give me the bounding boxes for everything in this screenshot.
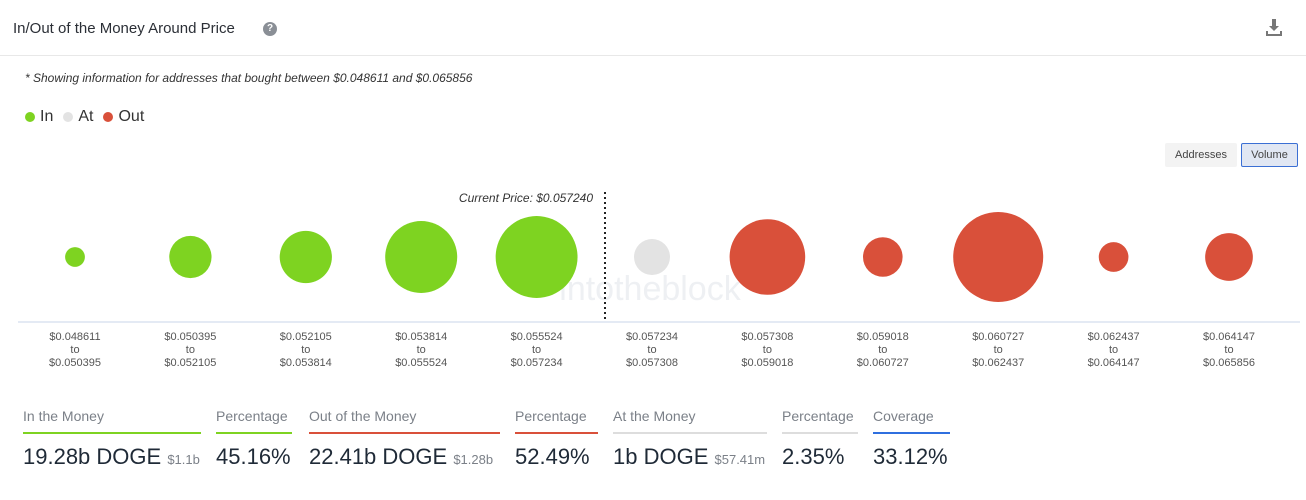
stat-at-the-money: At the Money 1b DOGE $57.41m xyxy=(613,408,767,470)
x-tick-to: $0.052105 xyxy=(164,357,217,369)
x-tick-label: $0.050395 to $0.052105 xyxy=(135,331,245,370)
x-tick-label: $0.062437 to $0.064147 xyxy=(1059,331,1169,370)
x-tick-to: $0.062437 xyxy=(972,357,1025,369)
legend-dot xyxy=(25,112,35,122)
stat-coverage: Coverage 33.12% xyxy=(873,408,950,470)
download-icon[interactable] xyxy=(1266,19,1282,37)
x-tick-separator: to xyxy=(647,344,657,356)
stat-label: At the Money xyxy=(613,408,767,434)
stat-usd: $57.41m xyxy=(714,452,766,467)
stat-value: 1b DOGE xyxy=(613,444,709,469)
legend: In At Out xyxy=(25,108,144,126)
bubble-in[interactable] xyxy=(279,230,332,284)
x-tick-label: $0.052105 to $0.053814 xyxy=(251,331,361,370)
stat-value: 33.12% xyxy=(873,444,948,469)
x-tick-separator: to xyxy=(185,344,195,356)
bubble-out[interactable] xyxy=(729,219,806,295)
bubble-in[interactable] xyxy=(169,235,212,279)
x-tick-separator: to xyxy=(70,344,80,356)
x-tick-separator: to xyxy=(416,344,426,356)
stat-label: In the Money xyxy=(23,408,201,434)
legend-label: In xyxy=(40,108,54,125)
x-tick-to: $0.065856 xyxy=(1203,357,1255,369)
stat-label: Percentage xyxy=(216,408,292,434)
bubble-in[interactable] xyxy=(65,247,85,267)
x-tick-label: $0.048611 to $0.050395 xyxy=(20,331,130,370)
page-title: In/Out of the Money Around Price xyxy=(13,20,235,37)
legend-out[interactable]: Out xyxy=(103,108,144,126)
legend-dot xyxy=(63,112,74,122)
x-tick-separator: to xyxy=(301,344,311,356)
bubble-in[interactable] xyxy=(385,221,458,293)
x-tick-label: $0.057308 to $0.059018 xyxy=(712,331,822,370)
x-tick-from: $0.053814 xyxy=(395,331,448,343)
stat-value: 22.41b DOGE xyxy=(309,444,448,469)
x-tick-label: $0.060727 to $0.062437 xyxy=(943,331,1053,370)
bubble-out[interactable] xyxy=(863,237,903,277)
x-tick-from: $0.052105 xyxy=(279,331,332,343)
stat-value: 2.35% xyxy=(782,444,845,469)
legend-label: Out xyxy=(118,108,145,125)
stat-in-the-money: In the Money 19.28b DOGE $1.1b xyxy=(23,408,201,470)
x-tick-from: $0.048611 xyxy=(49,331,101,343)
x-tick-label: $0.059018 to $0.060727 xyxy=(828,331,938,370)
x-tick-from: $0.059018 xyxy=(856,331,909,343)
x-tick-to: $0.050395 xyxy=(49,357,101,369)
x-tick-from: $0.050395 xyxy=(164,331,217,343)
bubble-in[interactable] xyxy=(495,216,578,298)
legend-label: At xyxy=(78,108,94,125)
addresses-toggle[interactable]: Addresses xyxy=(1165,143,1237,167)
panel-header: In/Out of the Money Around Price ? xyxy=(0,0,1306,56)
stat-value: 19.28b DOGE xyxy=(23,444,162,469)
current-price-label: Current Price: $0.057240 xyxy=(459,191,593,205)
x-tick-label: $0.057234 to $0.057308 xyxy=(597,331,707,370)
stat-value: 52.49% xyxy=(515,444,590,469)
stat-label: Percentage xyxy=(515,408,598,434)
bubble-out[interactable] xyxy=(1205,233,1253,281)
bubble-at[interactable] xyxy=(634,239,670,275)
stat-usd: $1.28b xyxy=(453,452,494,467)
stat-in-percentage: Percentage 45.16% xyxy=(216,408,292,470)
x-tick-to: $0.057308 xyxy=(626,357,678,369)
x-tick-from: $0.060727 xyxy=(972,331,1025,343)
legend-at[interactable]: At xyxy=(63,108,93,126)
x-tick-from: $0.064147 xyxy=(1203,331,1255,343)
stat-value: 45.16% xyxy=(216,444,291,469)
range-note: * Showing information for addresses that… xyxy=(25,71,473,85)
stat-usd: $1.1b xyxy=(167,452,200,467)
x-tick-from: $0.057308 xyxy=(741,331,794,343)
x-tick-label: $0.053814 to $0.055524 xyxy=(366,331,476,370)
x-tick-label: $0.064147 to $0.065856 xyxy=(1174,331,1284,370)
volume-toggle[interactable]: Volume xyxy=(1241,143,1298,167)
bubble-out[interactable] xyxy=(1098,242,1129,272)
x-tick-to: $0.057234 xyxy=(510,357,563,369)
bubble-out[interactable] xyxy=(953,212,1044,302)
x-tick-to: $0.060727 xyxy=(856,357,909,369)
x-tick-to: $0.055524 xyxy=(395,357,448,369)
stat-label: Percentage xyxy=(782,408,858,434)
x-tick-separator: to xyxy=(1109,344,1119,356)
stat-out-of-the-money: Out of the Money 22.41b DOGE $1.28b xyxy=(309,408,500,470)
stat-label: Out of the Money xyxy=(309,408,500,434)
x-tick-label: $0.055524 to $0.057234 xyxy=(482,331,592,370)
x-tick-to: $0.053814 xyxy=(279,357,332,369)
stat-out-percentage: Percentage 52.49% xyxy=(515,408,598,470)
x-tick-separator: to xyxy=(1224,344,1234,356)
watermark: intotheblock xyxy=(559,270,741,308)
x-tick-separator: to xyxy=(878,344,888,356)
x-tick-to: $0.064147 xyxy=(1087,357,1140,369)
x-tick-from: $0.057234 xyxy=(626,331,678,343)
question-circle-icon[interactable]: ? xyxy=(263,22,277,36)
stat-at-percentage: Percentage 2.35% xyxy=(782,408,858,470)
legend-dot xyxy=(103,112,114,122)
bubble-chart: intotheblock Current Price: $0.057240 xyxy=(18,191,1300,323)
x-tick-separator: to xyxy=(762,344,772,356)
x-tick-from: $0.062437 xyxy=(1087,331,1140,343)
x-tick-separator: to xyxy=(993,344,1003,356)
x-tick-from: $0.055524 xyxy=(510,331,563,343)
stat-label: Coverage xyxy=(873,408,950,434)
x-tick-separator: to xyxy=(532,344,542,356)
legend-in[interactable]: In xyxy=(25,108,53,126)
x-tick-to: $0.059018 xyxy=(741,357,794,369)
